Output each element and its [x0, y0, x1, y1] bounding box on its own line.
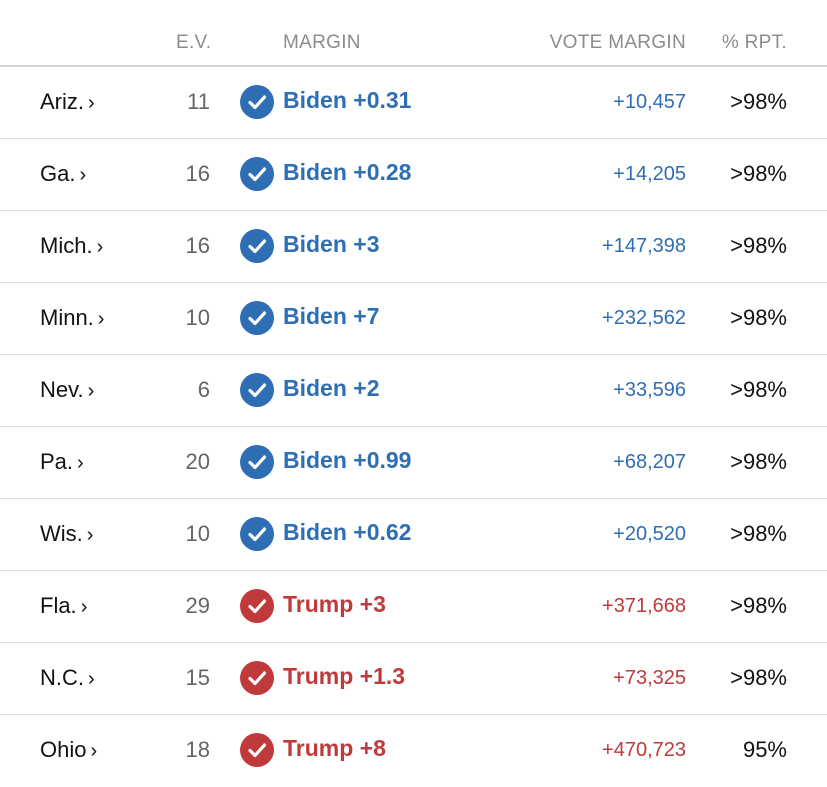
chevron-right-icon: › [88, 668, 95, 690]
table-body: Ariz. › 11 Biden +0.31 +10,457 >98% Ga. › … [0, 67, 827, 787]
chevron-right-icon: › [77, 452, 84, 474]
state-link[interactable]: Fla. › [40, 593, 87, 619]
table-row: Wis. › 10 Biden +0.62 +20,520 >98% [0, 499, 827, 571]
vote-margin: +147,398 [602, 235, 686, 257]
chevron-right-icon: › [88, 92, 95, 114]
winner-margin: Biden +0.28 [283, 159, 412, 185]
vote-margin: +371,668 [602, 595, 686, 617]
vote-margin: +10,457 [613, 91, 686, 113]
state-link[interactable]: Mich. › [40, 233, 103, 259]
state-name: Wis. [40, 521, 83, 546]
state-link[interactable]: Pa. › [40, 449, 84, 475]
vote-margin: +470,723 [602, 739, 686, 761]
check-icon [240, 517, 274, 551]
state-name: N.C. [40, 665, 84, 690]
winner-margin: Biden +0.62 [283, 519, 412, 545]
check-icon [240, 589, 274, 623]
chevron-right-icon: › [96, 236, 104, 258]
header-margin: MARGIN [283, 32, 361, 53]
pct-reporting: >98% [730, 233, 787, 258]
electoral-votes: 10 [185, 305, 210, 330]
vote-margin: +14,205 [613, 163, 686, 185]
electoral-votes: 11 [187, 89, 210, 114]
table-row: Ariz. › 11 Biden +0.31 +10,457 >98% [0, 67, 827, 139]
pct-reporting: >98% [730, 449, 787, 474]
chevron-right-icon: › [79, 164, 87, 186]
pct-reporting: >98% [730, 89, 787, 114]
state-name: Pa. [40, 449, 74, 474]
state-link[interactable]: Ga. › [40, 161, 86, 187]
state-link[interactable]: Ariz. › [40, 89, 95, 115]
state-link[interactable]: Nev. › [40, 377, 94, 403]
state-name: Ohio [40, 737, 87, 762]
header-vote-margin: VOTE MARGIN [549, 32, 686, 53]
check-icon [240, 301, 274, 335]
electoral-votes: 15 [185, 665, 210, 690]
electoral-votes: 16 [185, 161, 210, 186]
table-row: Ohio › 18 Trump +8 +470,723 95% [0, 715, 827, 787]
electoral-votes: 20 [185, 449, 210, 474]
table-row: Pa. › 20 Biden +0.99 +68,207 >98% [0, 427, 827, 499]
header-pct-reporting: % RPT. [721, 32, 787, 53]
vote-margin: +232,562 [602, 307, 686, 329]
chevron-right-icon: › [90, 740, 98, 762]
table-row: Mich. › 16 Biden +3 +147,398 >98% [0, 211, 827, 283]
check-icon [240, 229, 274, 263]
state-link[interactable]: N.C. › [40, 665, 95, 691]
state-link[interactable]: Wis. › [40, 521, 93, 547]
check-icon [240, 157, 274, 191]
check-icon [240, 445, 274, 479]
vote-margin: +20,520 [613, 523, 686, 545]
pct-reporting: >98% [730, 161, 787, 186]
state-name: Ariz. [40, 89, 84, 114]
winner-margin: Biden +0.99 [283, 447, 412, 473]
state-name: Nev. [40, 377, 84, 402]
state-name: Minn. [40, 305, 94, 330]
chevron-right-icon: › [86, 524, 94, 546]
pct-reporting: 95% [742, 737, 787, 762]
electoral-votes: 10 [185, 521, 210, 546]
pct-reporting: >98% [730, 593, 787, 618]
table-row: Ga. › 16 Biden +0.28 +14,205 >98% [0, 139, 827, 211]
table-row: Minn. › 10 Biden +7 +232,562 >98% [0, 283, 827, 355]
vote-margin: +68,207 [613, 451, 686, 473]
state-name: Ga. [40, 161, 76, 186]
electoral-votes: 16 [185, 233, 210, 258]
table-row: Nev. › 6 Biden +2 +33,596 >98% [0, 355, 827, 427]
winner-margin: Trump +3 [283, 591, 386, 617]
state-name: Fla. [40, 593, 77, 618]
header-ev: E.V. [176, 32, 212, 53]
vote-margin: +73,325 [613, 667, 686, 689]
table-row: Fla. › 29 Trump +3 +371,668 >98% [0, 571, 827, 643]
chevron-right-icon: › [87, 380, 95, 402]
chevron-right-icon: › [97, 308, 105, 330]
electoral-votes: 29 [185, 593, 210, 618]
pct-reporting: >98% [730, 377, 787, 402]
winner-margin: Trump +1.3 [283, 663, 406, 689]
table-header: E.V. MARGIN VOTE MARGIN % RPT. [0, 0, 827, 67]
electoral-votes: 18 [185, 737, 210, 762]
check-icon [240, 373, 274, 407]
check-icon [240, 85, 274, 119]
pct-reporting: >98% [730, 521, 787, 546]
electoral-votes: 6 [197, 377, 210, 402]
vote-margin: +33,596 [613, 379, 686, 401]
winner-margin: Biden +3 [283, 231, 380, 257]
state-link[interactable]: Minn. › [40, 305, 104, 331]
winner-margin: Trump +8 [283, 735, 386, 761]
table-row: N.C. › 15 Trump +1.3 +73,325 >98% [0, 643, 827, 715]
pct-reporting: >98% [730, 305, 787, 330]
state-link[interactable]: Ohio › [40, 737, 97, 763]
state-name: Mich. [40, 233, 93, 258]
check-icon [240, 661, 274, 695]
pct-reporting: >98% [730, 665, 787, 690]
chevron-right-icon: › [80, 596, 88, 618]
check-icon [240, 733, 274, 767]
winner-margin: Biden +0.31 [283, 87, 412, 113]
winner-margin: Biden +2 [283, 375, 380, 401]
winner-margin: Biden +7 [283, 303, 380, 329]
